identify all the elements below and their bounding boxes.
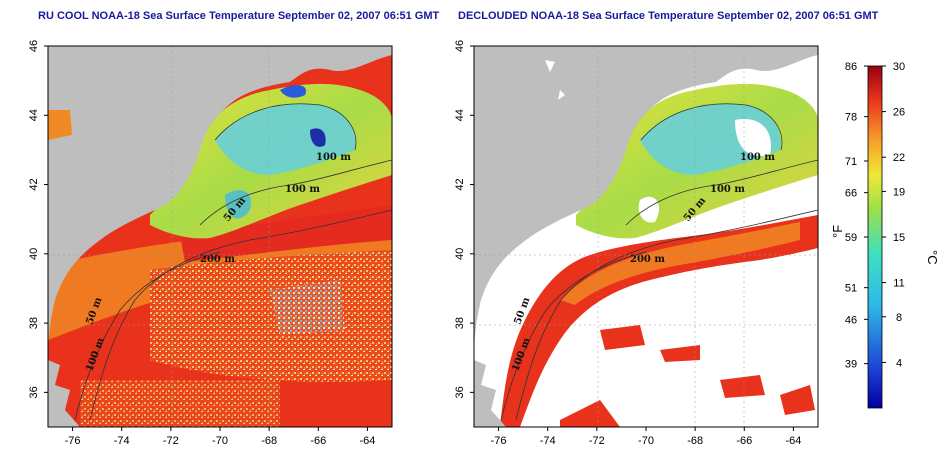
f-tick-label: 71 bbox=[845, 156, 857, 168]
cloud-noise-blue bbox=[270, 280, 345, 335]
x-tick-label: -68 bbox=[687, 435, 703, 447]
colorbar bbox=[867, 65, 883, 409]
sst-gulf-of-maine bbox=[215, 103, 356, 175]
sst-warm-water bbox=[500, 215, 818, 427]
land-mass bbox=[48, 46, 392, 360]
f-tick-label: 66 bbox=[845, 188, 857, 200]
f-tick-label: 39 bbox=[845, 359, 857, 371]
f-tick-label: 59 bbox=[845, 232, 857, 244]
c-tick-label: 8 bbox=[896, 312, 902, 324]
x-tick-label: -66 bbox=[736, 435, 752, 447]
isobath-200m bbox=[515, 209, 818, 421]
sst-inland-patch bbox=[48, 110, 72, 140]
map-panel-declouded: 100 m 100 m 50 m 200 m 50 m 100 m bbox=[474, 46, 818, 427]
f-tick-label: 78 bbox=[845, 112, 857, 124]
isobath-label: 100 m bbox=[740, 152, 775, 163]
isobath-100m-south bbox=[74, 251, 221, 421]
cloud-noise-south bbox=[80, 380, 280, 427]
y-tick-label: 40 bbox=[454, 248, 466, 260]
c-tick-label: 22 bbox=[893, 152, 905, 164]
sst-cold-spot-north bbox=[280, 85, 306, 98]
isobath-label: 100 m bbox=[285, 184, 320, 195]
panel-title-ru-cool: RU COOL NOAA-18 Sea Surface Temperature … bbox=[38, 10, 440, 22]
isobath-label: 200 m bbox=[630, 254, 665, 265]
sst-cold-spot-east bbox=[310, 128, 326, 147]
colorbar-unit-c: °C bbox=[925, 250, 940, 265]
x-tick-label: -72 bbox=[163, 435, 179, 447]
cloud-noise-area bbox=[150, 250, 392, 382]
y-tick-label: 44 bbox=[28, 109, 40, 121]
land-chesapeake bbox=[48, 360, 80, 427]
isobath-gulf bbox=[214, 103, 357, 151]
cloud-mask-inland bbox=[545, 60, 565, 100]
graticule bbox=[474, 46, 818, 427]
x-tick-label: -68 bbox=[261, 435, 277, 447]
x-tick-label: -76 bbox=[65, 435, 81, 447]
x-tick-label: -66 bbox=[310, 435, 326, 447]
isobath-100m bbox=[199, 159, 392, 226]
map-panel-ru-cool: 100 m 100 m 50 m 200 m 50 m 100 m bbox=[48, 46, 392, 427]
f-tick-label: 86 bbox=[845, 61, 857, 73]
x-tick-label: -70 bbox=[212, 435, 228, 447]
isobath-label: 100 m bbox=[316, 152, 351, 163]
y-tick-label: 44 bbox=[454, 109, 466, 121]
f-tick-label: 51 bbox=[845, 283, 857, 295]
axes-declouded: -76 -74 -72 -70 -68 -66 -64 46 44 42 40 38 36 bbox=[454, 40, 801, 447]
x-tick-label: -64 bbox=[785, 435, 801, 447]
y-tick-label: 38 bbox=[28, 317, 40, 329]
x-tick-label: -74 bbox=[540, 435, 556, 447]
isobath-gulf bbox=[640, 103, 783, 151]
isobath-100m-south bbox=[500, 251, 647, 421]
colorbar-unit-f: °F bbox=[830, 225, 845, 238]
isobath-200m bbox=[89, 209, 392, 421]
isobath-100m bbox=[625, 159, 818, 226]
land-chesapeake bbox=[474, 360, 506, 427]
sst-orange-band bbox=[560, 222, 800, 305]
colorbar-ticks: 86 78 71 66 59 51 46 39 30 26 22 19 15 11 8 4 bbox=[845, 61, 905, 371]
x-tick-label: -74 bbox=[114, 435, 130, 447]
y-tick-label: 46 bbox=[454, 40, 466, 52]
x-tick-label: -76 bbox=[491, 435, 507, 447]
y-tick-label: 42 bbox=[454, 178, 466, 190]
x-tick-label: -64 bbox=[359, 435, 375, 447]
land-mass bbox=[474, 46, 818, 360]
axes-ru-cool: -76 -74 -72 -70 -68 -66 -64 46 44 42 40 38 36 bbox=[28, 40, 375, 447]
y-tick-label: 46 bbox=[28, 40, 40, 52]
c-tick-label: 4 bbox=[896, 357, 902, 369]
isobath-label: 200 m bbox=[200, 254, 235, 265]
y-tick-label: 42 bbox=[28, 178, 40, 190]
y-tick-label: 36 bbox=[28, 386, 40, 398]
c-tick-label: 15 bbox=[893, 232, 905, 244]
cloud-mask-patch bbox=[638, 196, 660, 223]
x-tick-label: -72 bbox=[589, 435, 605, 447]
sst-cool-patch bbox=[225, 190, 251, 219]
graticule bbox=[48, 46, 392, 427]
c-tick-label: 19 bbox=[893, 186, 905, 198]
panel-title-declouded: DECLOUDED NOAA-18 Sea Surface Temperatur… bbox=[458, 10, 879, 22]
isobath-label: 100 m bbox=[710, 184, 745, 195]
c-tick-label: 26 bbox=[893, 107, 905, 119]
y-tick-label: 38 bbox=[454, 317, 466, 329]
c-tick-label: 30 bbox=[893, 61, 905, 73]
x-tick-label: -70 bbox=[638, 435, 654, 447]
sst-warm-fragments bbox=[560, 325, 815, 427]
y-tick-label: 36 bbox=[454, 386, 466, 398]
c-tick-label: 11 bbox=[893, 278, 904, 290]
f-tick-label: 46 bbox=[845, 314, 857, 326]
y-tick-label: 40 bbox=[28, 248, 40, 260]
